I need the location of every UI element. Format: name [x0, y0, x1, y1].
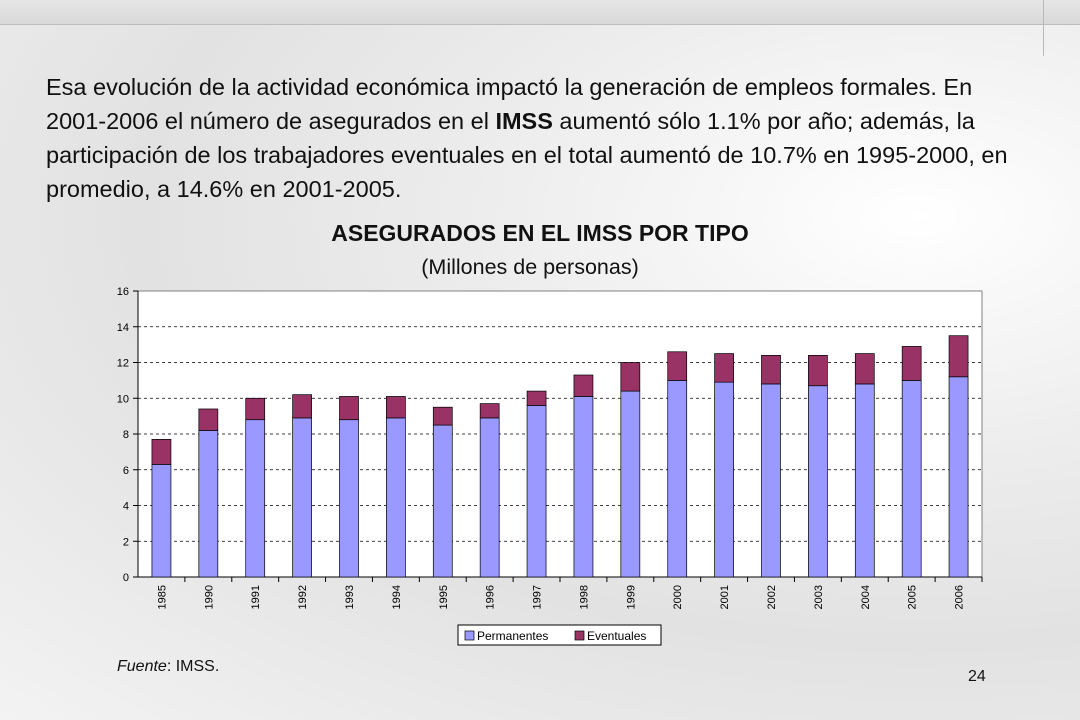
- bar-eventuales-1994: [386, 396, 406, 419]
- source-note: Fuente: IMSS.: [117, 658, 219, 676]
- top-bar: [0, 0, 1080, 25]
- x-tick-label: 1995: [438, 585, 450, 609]
- bar-permanentes-1994: [386, 417, 406, 578]
- x-tick-label: 1999: [625, 585, 637, 609]
- x-tick-label: 1994: [391, 585, 403, 609]
- bar-eventuales-2006: [948, 335, 969, 378]
- bar-eventuales-2004: [854, 353, 875, 385]
- bar-permanentes-1993: [339, 419, 359, 578]
- bar-permanentes-2000: [667, 380, 688, 578]
- bar-eventuales-2003: [808, 355, 828, 387]
- x-tick-label: 2006: [954, 585, 966, 609]
- y-tick-label: 10: [117, 393, 129, 405]
- legend-swatch-permanentes: [464, 630, 475, 641]
- corner-divider: [1043, 0, 1044, 56]
- x-tick-label: 1998: [578, 585, 590, 609]
- bar-permanentes-1998: [573, 396, 594, 578]
- x-tick-label: 1993: [344, 585, 356, 609]
- y-tick-label: 0: [123, 572, 129, 584]
- bar-eventuales-1993: [339, 396, 359, 421]
- chart-subtitle: (Millones de personas): [421, 255, 639, 279]
- x-tick-label: 2004: [860, 585, 872, 609]
- x-tick-label: 2003: [813, 585, 825, 609]
- x-tick-label: 1992: [297, 585, 309, 609]
- bar-permanentes-1991: [245, 419, 266, 578]
- x-tick-label: 2002: [766, 585, 778, 609]
- bar-eventuales-1985: [151, 439, 172, 465]
- x-tick-label: 1991: [250, 585, 262, 609]
- x-tick-label: 2000: [672, 585, 684, 609]
- x-tick-label: 2005: [907, 585, 919, 609]
- x-tick-label: 1997: [532, 585, 544, 609]
- bar-eventuales-1998: [573, 374, 594, 397]
- bar-permanentes-1992: [292, 417, 312, 578]
- bar-eventuales-1999: [620, 362, 641, 392]
- bar-eventuales-1992: [292, 394, 312, 419]
- bar-permanentes-2003: [808, 385, 828, 578]
- intro-text-bold: IMSS: [495, 108, 553, 134]
- bar-eventuales-1996: [479, 403, 500, 419]
- intro-text-1: Esa evolución de la actividad económica …: [46, 74, 973, 134]
- y-tick-label: 16: [117, 286, 129, 298]
- bar-eventuales-2001: [714, 353, 734, 383]
- bar-permanentes-1997: [526, 405, 547, 578]
- x-tick-label: 2001: [719, 585, 731, 609]
- legend-swatch-eventuales: [574, 630, 585, 641]
- bar-permanentes-1999: [620, 390, 641, 578]
- x-tick-label: 1990: [203, 585, 215, 609]
- bar-eventuales-2005: [901, 346, 922, 381]
- bar-permanentes-2005: [901, 380, 922, 578]
- bar-eventuales-1991: [245, 397, 266, 421]
- intro-paragraph: Esa evolución de la actividad económica …: [46, 70, 1036, 206]
- bar-eventuales-1990: [198, 408, 219, 431]
- y-tick-label: 14: [117, 322, 129, 334]
- y-tick-label: 12: [117, 358, 129, 370]
- y-tick-label: 6: [123, 465, 129, 477]
- x-tick-label: 1996: [485, 585, 497, 609]
- y-tick-label: 4: [123, 501, 129, 513]
- source-label: Fuente: [117, 658, 167, 675]
- bar-permanentes-2001: [714, 381, 734, 578]
- bar-permanentes-2004: [854, 383, 875, 578]
- bar-permanentes-2002: [761, 383, 781, 578]
- bar-eventuales-1995: [432, 406, 453, 426]
- y-tick-label: 8: [123, 429, 129, 441]
- bar-permanentes-1990: [198, 430, 219, 578]
- source-text: : IMSS.: [166, 658, 220, 675]
- legend-label-eventuales: Eventuales: [587, 629, 646, 643]
- bar-permanentes-1996: [479, 417, 500, 578]
- bar-permanentes-2006: [948, 376, 969, 578]
- chart-title: ASEGURADOS EN EL IMSS POR TIPO: [331, 220, 749, 246]
- y-tick-label: 2: [123, 536, 129, 548]
- legend-box: [457, 624, 662, 646]
- x-tick-label: 1985: [156, 585, 168, 609]
- bar-eventuales-1997: [526, 390, 547, 406]
- bar-eventuales-2002: [761, 355, 781, 385]
- intro-text-2: aumentó sólo 1.1% por año; además, la pa…: [46, 108, 1008, 202]
- bar-permanentes-1995: [432, 424, 453, 578]
- page-number: 24: [968, 668, 986, 685]
- bar-permanentes-1985: [151, 464, 172, 578]
- legend-label-permanentes: Permanentes: [477, 629, 548, 643]
- bar-eventuales-2000: [667, 351, 688, 381]
